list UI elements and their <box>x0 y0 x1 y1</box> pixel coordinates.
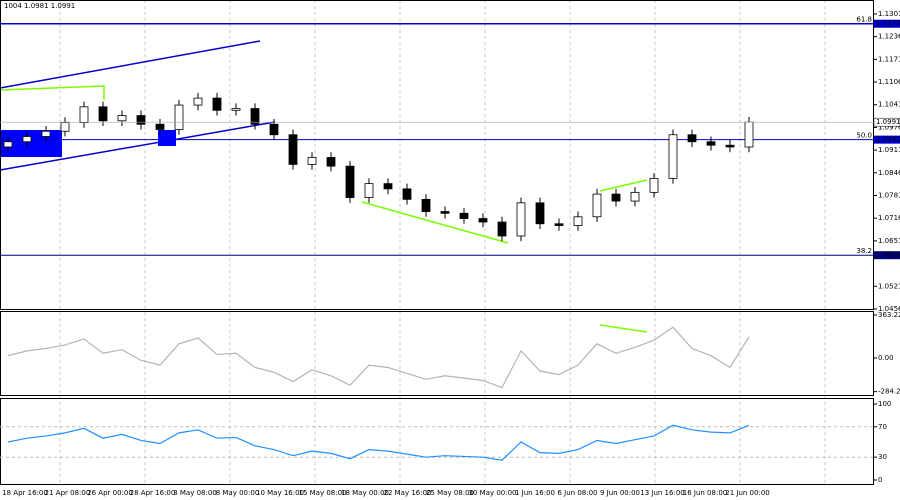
y-tick-label: 70 <box>878 423 887 431</box>
candle-body <box>231 108 241 111</box>
candle-body <box>592 193 602 218</box>
candle-body <box>79 106 89 123</box>
panel-borders <box>0 0 874 485</box>
x-tick-label: 22 May 16:00 <box>383 489 431 497</box>
candle-body <box>345 165 355 198</box>
candle-body <box>573 216 583 226</box>
x-tick-label: 13 Jun 16:00 <box>640 489 684 497</box>
candle-body <box>421 198 431 212</box>
candle-body <box>744 121 754 148</box>
level-value: 1.1273 <box>876 20 900 28</box>
price-box <box>873 117 900 127</box>
x-tick-label: 26 Apr 00:00 <box>87 489 133 497</box>
y-tick-label: 0.00 <box>878 354 894 362</box>
y-tick-label: 1.0716 <box>878 214 900 222</box>
candle-body <box>535 202 545 225</box>
y-tick-label: 363.2235 <box>878 311 900 319</box>
candle-body <box>725 144 735 148</box>
x-tick-label: 1 Jun 16:00 <box>515 489 555 497</box>
candle-body <box>3 141 13 148</box>
level-label: 50.0 <box>856 132 872 140</box>
x-tick-label: 21 Jun 00:00 <box>725 489 769 497</box>
candle-body <box>136 115 146 125</box>
candle-body <box>402 188 412 200</box>
level-box <box>874 251 900 260</box>
candle-body <box>212 97 222 111</box>
candle-body <box>649 177 659 193</box>
candle-body <box>516 202 526 237</box>
candle-body <box>497 221 507 237</box>
y-tick-label: 1.0846 <box>878 169 900 177</box>
candle-body <box>440 211 450 214</box>
candle-body <box>41 130 51 137</box>
candle-body <box>193 97 203 106</box>
rsi-line <box>7 424 750 461</box>
x-tick-label: 21 Apr 08:00 <box>45 489 91 497</box>
x-tick-label: 6 Jun 08:00 <box>557 489 597 497</box>
y-tick-label: 100 <box>878 400 891 408</box>
x-tick-label: 8 May 00:00 <box>216 489 260 497</box>
candle-body <box>269 123 279 136</box>
candle-body <box>687 134 697 143</box>
price-label: 1.0991 <box>876 118 900 126</box>
cci-line <box>7 326 750 389</box>
x-tick-label: 16 Jun 08:00 <box>683 489 727 497</box>
level-value: 1.0610 <box>876 251 900 259</box>
candle-body <box>364 183 374 198</box>
candle-body <box>155 123 165 130</box>
candle-body <box>706 141 716 146</box>
y-tick-label: 1.0976 <box>878 123 900 131</box>
candle-body <box>307 157 317 165</box>
candle-body <box>250 108 260 125</box>
candle-body <box>98 106 108 122</box>
candle-body <box>554 223 564 226</box>
x-tick-label: 3 May 08:00 <box>173 489 217 497</box>
candle-body <box>117 115 127 122</box>
x-tick-label: 30 May 00:00 <box>468 489 516 497</box>
level-label: 61.8 <box>856 16 872 24</box>
x-tick-label: 28 Apr 16:00 <box>130 489 176 497</box>
y-tick-label: 0 <box>878 476 882 484</box>
candle-body <box>630 191 640 202</box>
candle-body <box>668 134 678 179</box>
candle-body <box>383 183 393 190</box>
x-tick-label: 18 Apr 16:00 <box>2 489 48 497</box>
level-label: 38.2 <box>856 247 872 255</box>
candle-body <box>60 122 70 132</box>
y-tick-label: 1.1106 <box>878 78 900 86</box>
candle-body <box>326 157 336 167</box>
y-tick-label: 30 <box>878 453 887 461</box>
candle-body <box>174 104 184 130</box>
x-tick-label: 15 May 08:00 <box>298 489 346 497</box>
candle-body <box>459 212 469 219</box>
level-value: 1.0941 <box>876 136 900 144</box>
header-text: 1004 1.0981 1.0991 <box>4 2 75 10</box>
level-box <box>874 19 900 28</box>
candle-body <box>22 136 32 143</box>
y-tick-label: -284.224 <box>878 388 900 396</box>
level-box <box>874 135 900 144</box>
x-tick-label: 9 Jun 00:00 <box>600 489 640 497</box>
x-tick-label: 10 May 16:00 <box>256 489 304 497</box>
candle-body <box>478 218 488 223</box>
x-tick-label: 18 May 00:00 <box>341 489 389 497</box>
candle-body <box>611 193 621 202</box>
x-tick-label: 25 May 08:00 <box>426 489 474 497</box>
candle-body <box>288 134 298 165</box>
y-tick-label: 1.1236 <box>878 33 900 41</box>
vertical-grid <box>59 0 826 485</box>
